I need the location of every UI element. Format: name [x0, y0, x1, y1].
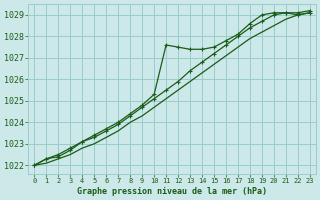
- X-axis label: Graphe pression niveau de la mer (hPa): Graphe pression niveau de la mer (hPa): [77, 187, 267, 196]
